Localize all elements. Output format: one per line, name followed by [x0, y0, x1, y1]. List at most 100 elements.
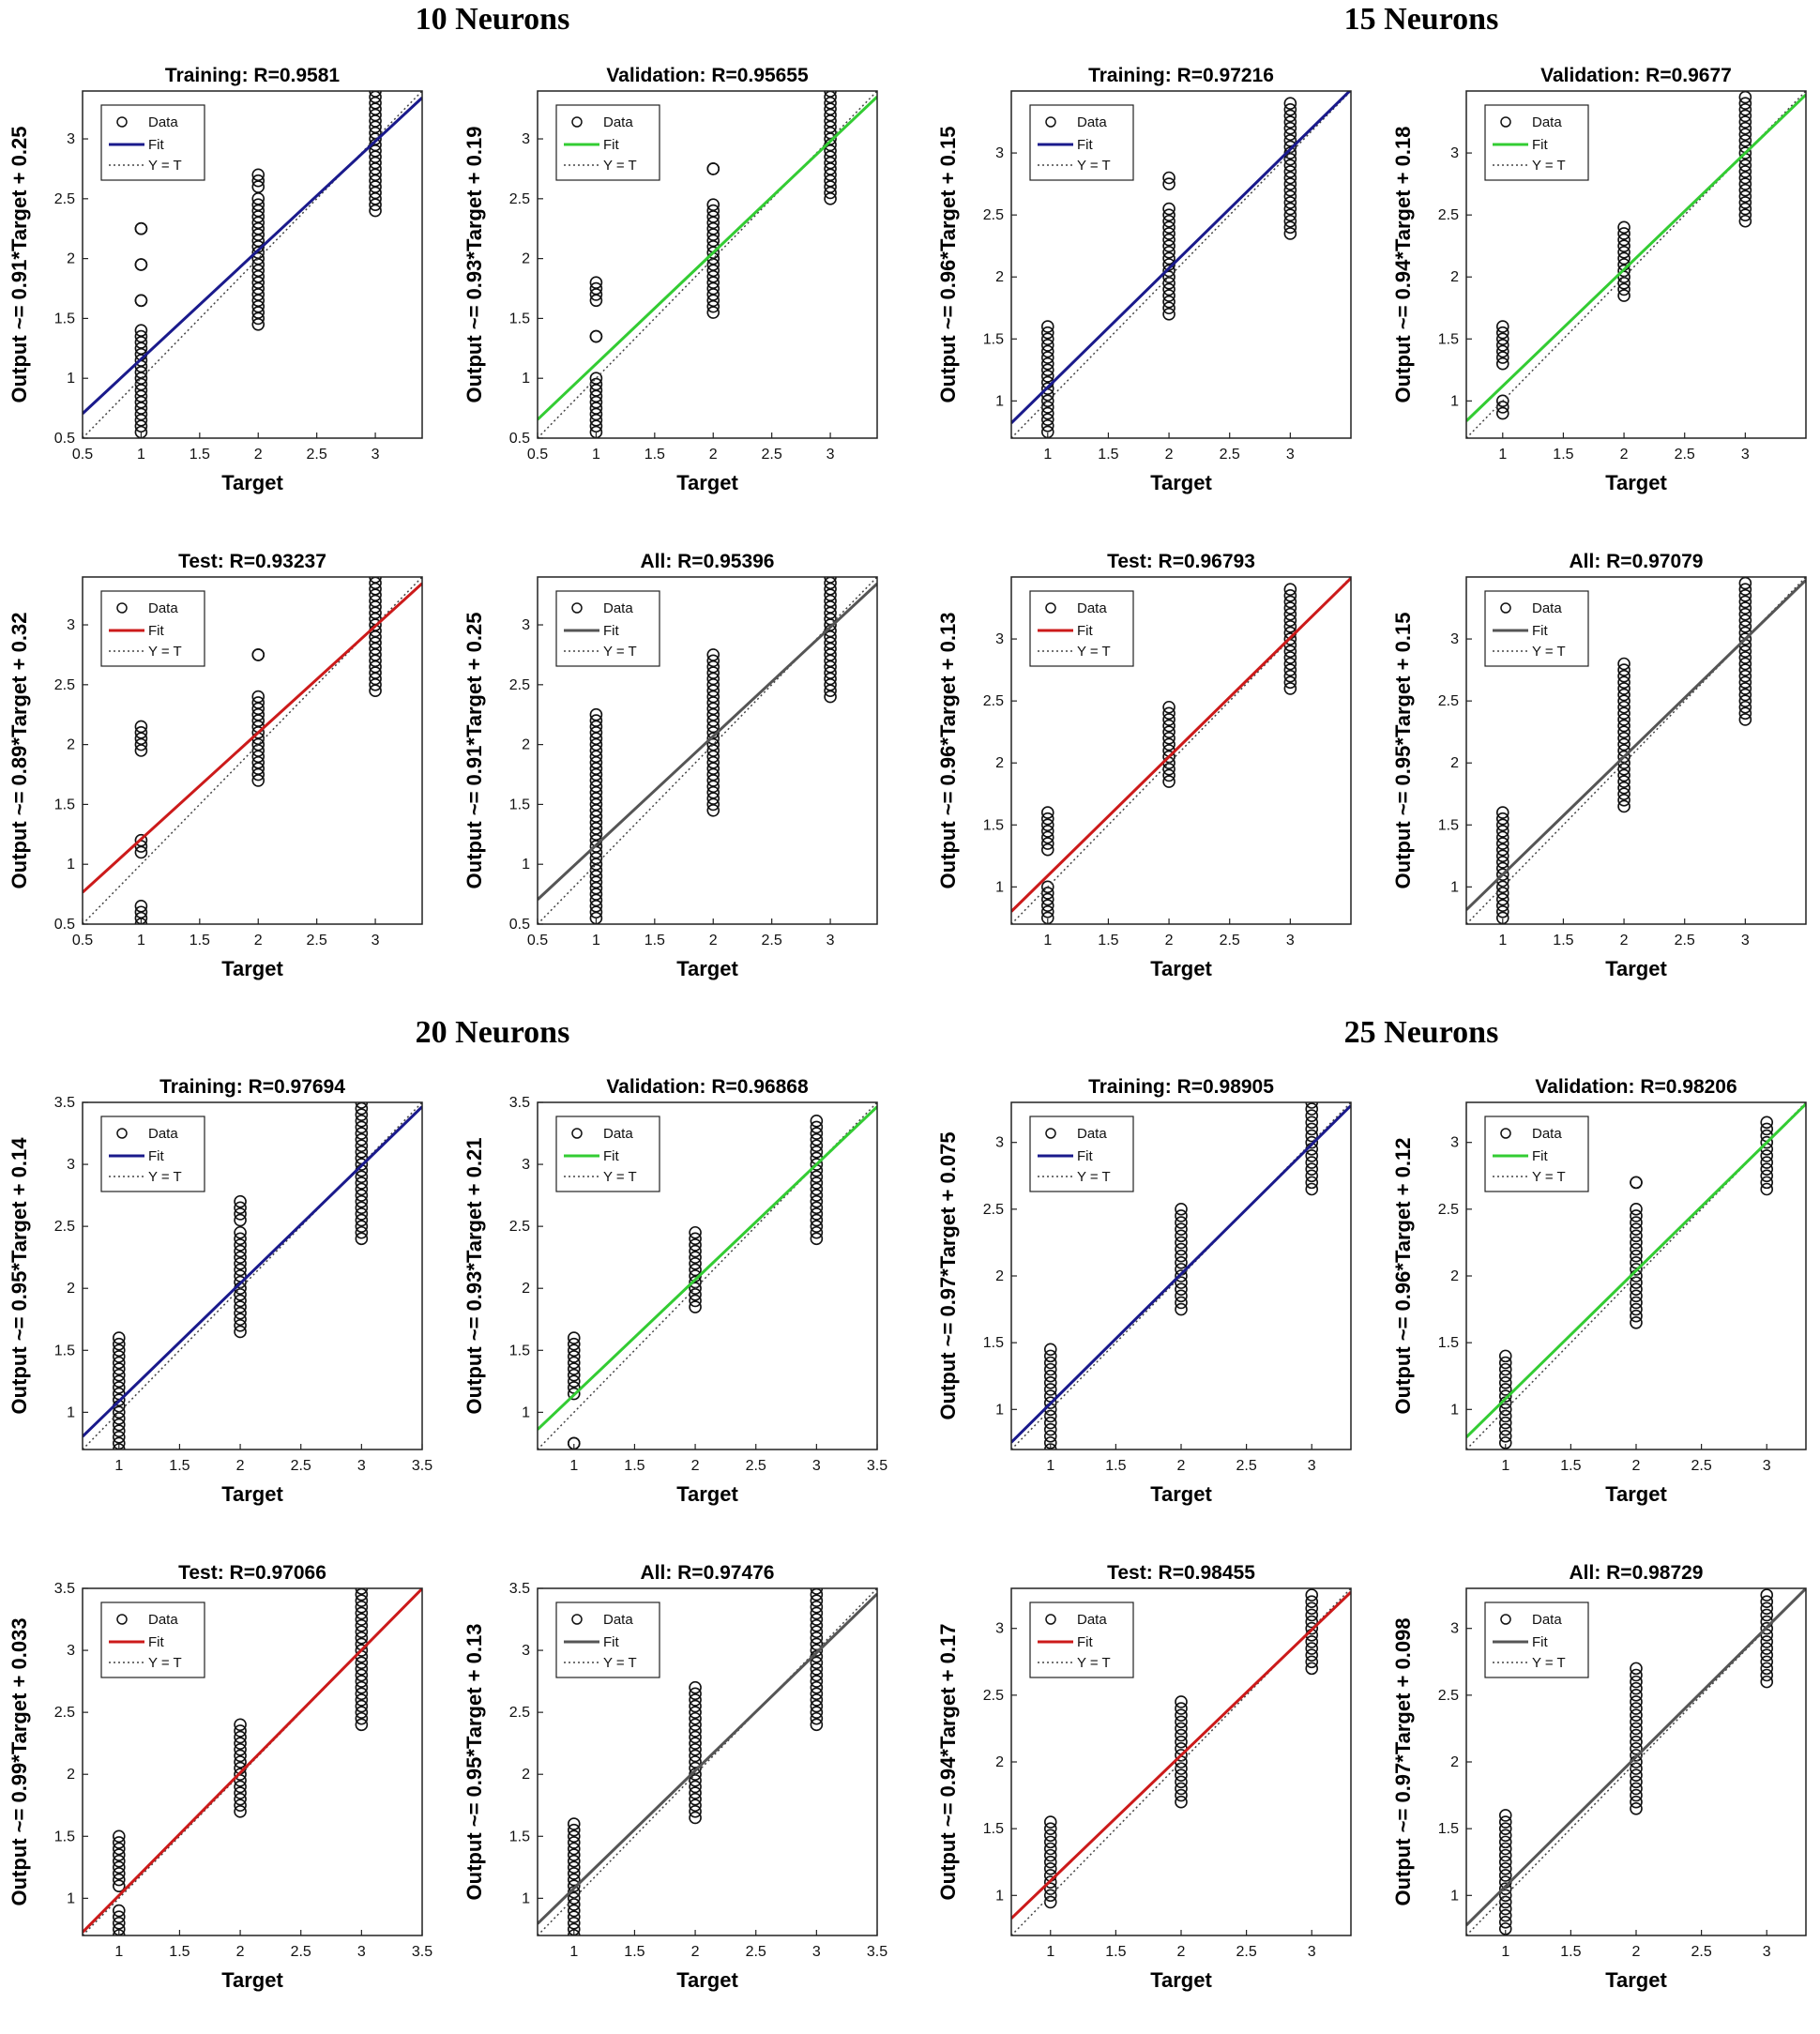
y-axis-label: Output ~= 0.97*Target + 0.075 — [936, 1131, 960, 1419]
data-point — [1498, 1835, 1512, 1849]
y-tick-label: 2.5 — [54, 1705, 75, 1721]
x-tick-label: 2.5 — [1220, 447, 1240, 463]
x-tick-label: 2 — [1177, 1458, 1186, 1474]
data-point — [567, 1860, 581, 1875]
data-point — [1498, 1862, 1512, 1875]
data-point — [689, 1256, 702, 1270]
y-axis-label: Output ~= 0.91*Target + 0.25 — [463, 613, 486, 889]
data-point — [134, 905, 148, 919]
data-point — [810, 1588, 824, 1595]
fit-line — [83, 1105, 422, 1438]
data-point — [1283, 614, 1297, 628]
data-point — [589, 707, 603, 721]
y-tick-label: 1.5 — [509, 797, 530, 812]
data-point — [1498, 1848, 1512, 1862]
data-point — [1738, 675, 1752, 690]
data-point — [112, 1405, 126, 1419]
data-point — [355, 1699, 369, 1713]
data-point — [1495, 856, 1509, 869]
axes-box — [1010, 90, 1352, 439]
data-point — [1617, 282, 1630, 296]
legend-box — [1484, 590, 1589, 667]
y-tick-label: 1 — [1450, 1402, 1459, 1418]
data-point — [1495, 904, 1509, 918]
x-axis-label: Target — [1605, 957, 1667, 980]
data-point — [824, 91, 837, 98]
data-point — [1630, 1762, 1643, 1775]
data-point — [112, 1836, 126, 1849]
data-point — [1498, 1389, 1512, 1403]
data-point — [355, 1207, 369, 1221]
data-point — [706, 204, 720, 218]
data-point — [1043, 1429, 1057, 1443]
x-tick-label: 1.5 — [1560, 1458, 1581, 1474]
legend-fit-label: Fit — [148, 137, 164, 153]
data-point — [1283, 177, 1297, 190]
data-point — [1738, 663, 1752, 676]
x-tick-label: 2 — [1632, 1458, 1641, 1474]
data-point — [134, 833, 148, 847]
data-point — [1630, 1309, 1643, 1323]
data-point — [1043, 1383, 1057, 1396]
data-point — [1738, 651, 1752, 664]
data-point — [355, 1146, 369, 1159]
legend-data-label: Data — [1077, 114, 1107, 130]
legend-box — [100, 1601, 205, 1678]
data-point — [1283, 171, 1297, 185]
data-point — [1630, 1662, 1643, 1676]
data-point — [1630, 1675, 1643, 1689]
data-point — [810, 1207, 824, 1221]
data-point — [1630, 1255, 1643, 1269]
data-point — [1283, 669, 1297, 683]
data-point — [355, 1232, 369, 1246]
data-point — [1043, 1875, 1057, 1889]
legend-fit-label: Fit — [1532, 1634, 1548, 1650]
data-point — [1498, 1895, 1512, 1909]
y-tick-label: 2.5 — [1438, 1202, 1459, 1218]
data-point — [1498, 1829, 1512, 1843]
x-tick-label: 1 — [1046, 1944, 1054, 1960]
data-point — [1040, 339, 1054, 352]
y-tick-label: 3 — [1450, 1621, 1459, 1637]
data-point — [1040, 406, 1054, 420]
data-point — [112, 1374, 126, 1389]
data-point — [810, 1189, 824, 1202]
data-point — [234, 1718, 247, 1732]
y-tick-label: 1 — [1450, 879, 1459, 895]
y-tick-label: 1 — [995, 1402, 1004, 1418]
y-tick-label: 2 — [67, 737, 75, 753]
data-point — [355, 1625, 369, 1639]
y-tick-label: 1.5 — [54, 1343, 75, 1359]
legend-data-marker — [116, 602, 128, 614]
data-point — [567, 1374, 581, 1389]
data-point — [1283, 657, 1297, 671]
data-point — [1040, 818, 1054, 832]
legend-yt-label: Y = T — [148, 1655, 182, 1671]
legend-yt-label: Y = T — [1077, 158, 1111, 174]
legend-yt-label: Y = T — [148, 1169, 182, 1185]
y-tick-label: 2.5 — [983, 1688, 1004, 1704]
x-tick-label: 2.5 — [1236, 1944, 1256, 1960]
data-point — [567, 1910, 581, 1923]
data-point — [1617, 233, 1630, 247]
data-point — [234, 1300, 247, 1313]
x-axis-label: Target — [676, 957, 738, 980]
y-tick-label: 0.5 — [509, 917, 530, 933]
x-tick-label: 3 — [812, 1458, 821, 1474]
data-point — [234, 1232, 247, 1246]
x-tick-label: 3 — [812, 1944, 821, 1960]
data-point — [251, 198, 265, 212]
data-point — [1175, 1782, 1188, 1796]
data-point — [1495, 899, 1509, 912]
data-point — [1162, 700, 1175, 714]
data-point — [1162, 301, 1175, 315]
data-point — [1760, 1149, 1774, 1162]
plot-title: Training: R=0.97216 — [1088, 65, 1274, 86]
data-point — [1043, 1882, 1057, 1895]
regression-plot-4: Validation: R=0.9677 1 1.5 2 2.5 3 1 1.5 2 2.5 3 Ta… — [1384, 49, 1820, 537]
data-point — [1305, 1102, 1319, 1116]
x-tick-label: 3 — [1286, 933, 1295, 949]
data-point — [810, 1662, 824, 1676]
data-point — [1617, 663, 1630, 676]
legend-fit-label: Fit — [1077, 137, 1093, 153]
